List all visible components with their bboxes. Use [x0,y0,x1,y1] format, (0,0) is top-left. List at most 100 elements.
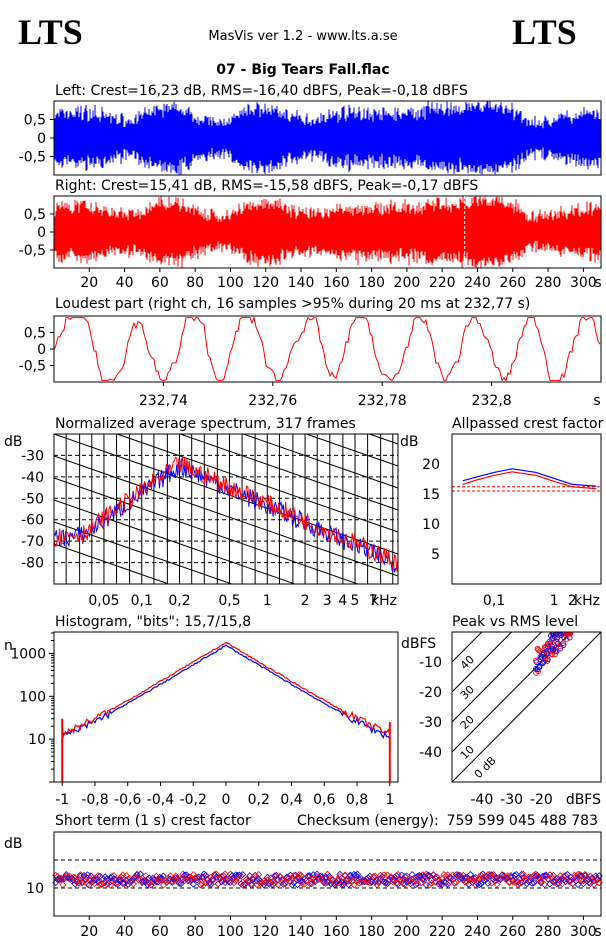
short-crest-left-point [480,876,489,884]
peak-rms-ylabel: dBFS [401,636,436,652]
short-crest-left-point [563,870,572,879]
short-crest-left-point [530,878,538,887]
app-title: MasVis ver 1.2 - www.lts.a.se [208,29,397,44]
loudest-part-plot [50,315,602,386]
spectrum-frame [53,433,399,585]
short-crest-right-point [186,877,194,885]
waveform-left-title: Left: Crest=16,23 dB, RMS=-16,40 dBFS, P… [55,83,468,99]
short-crest-left-point [219,872,227,880]
waveform-xtick-label: 120 [252,275,279,291]
peak-rms-xtick-label: -20 [530,792,553,808]
short-crest-right-point [129,880,137,888]
short-crest-left-point [170,875,178,883]
short-crest-right-point [426,881,434,889]
short-crest-right-point [355,879,363,887]
loudest-part-line [53,315,601,382]
short-crest-right-point [304,873,312,881]
short-crest-right-point [108,876,116,884]
short-crest-right-point [565,878,573,886]
lts-logo-left: LTS [18,12,83,52]
loudest-ytick-label: 0 [37,342,46,358]
peak-rms-point [541,658,548,665]
short-crest-right-point [205,880,213,888]
short-crest-left-point [463,874,471,882]
short-crest-left-point [189,880,197,888]
short-crest-left-point [136,870,145,878]
histogram-xtick-label: 0,8 [346,792,368,808]
short-crest-right-point [450,879,459,887]
histogram-xtick-label: 0,2 [248,792,270,808]
short-crest-ytick-label: 10 [26,881,44,897]
short-crest-left-point [581,871,589,880]
peak-rms-point [556,632,563,637]
short-crest-right-point [466,875,474,884]
spectrum-xtick-label: 1 [263,593,272,609]
short-crest-right-point [138,879,146,887]
short-crest-right-point [101,877,109,885]
short-crest-right-point [292,875,300,883]
short-crest-xtick-label: 160 [323,924,350,940]
short-crest-left-point [53,875,62,883]
short-crest-left-point [182,871,190,879]
crest-ytick-label: 5 [431,547,440,563]
short-crest-right-point [398,876,406,884]
waveform-xtick-label: 200 [394,275,421,291]
short-crest-left-point [269,880,277,889]
short-crest-right-point [322,879,330,887]
short-crest-left-point [211,871,219,879]
short-crest-right-point [493,880,501,888]
crest-xtick-unit: kHz [574,593,600,609]
waveform-xtick-label: 80 [186,275,204,291]
short-crest-right-point [433,873,441,881]
short-crest-right-point [412,877,420,885]
histogram-xtick-label: 0 [222,792,231,808]
short-crest-left-point [578,872,586,880]
waveform-left-waveform [53,101,601,175]
short-crest-left-point [396,875,404,884]
short-crest-left-point [288,881,296,889]
short-crest-left-point [156,873,164,881]
peak-rms-point [561,634,567,641]
short-crest-right-point [239,881,247,889]
short-crest-left-point [119,879,127,887]
short-crest-xtick-label: 300 [570,924,597,940]
spectrum-slope-line [54,521,234,584]
crest-xtick-label: 1 [550,593,559,609]
short-crest-right-point [112,879,120,887]
short-crest-left-point [477,880,485,888]
waveform-left-ytick-label: -0,5 [19,150,46,166]
short-crest-left-point [76,872,85,880]
short-crest-left-point [78,878,86,886]
short-crest-right-point [297,871,305,879]
crest-left-line [462,468,597,487]
short-crest-right-point [248,880,256,888]
short-crest-left-point [323,878,332,886]
short-crest-right-point [578,877,586,885]
short-crest-right-point [94,872,102,880]
waveform-xtick-unit: s [594,275,601,291]
loudest-xtick-label: 232,76 [248,393,297,409]
histogram-xtick-label: -0,8 [81,792,108,808]
spectrum-inner [54,434,398,584]
short-crest-right-point [135,876,143,884]
peak-rms-point [553,648,560,655]
short-crest-left-point [438,880,446,888]
short-crest-left-point [297,877,305,885]
peak-rms-point [561,632,567,637]
short-crest-left-point [228,872,236,880]
short-crest-left-point [352,871,360,879]
spectrum-slope-line [115,434,398,533]
peak-rms-ytick-label: -20 [419,685,442,701]
crest-right-line [462,471,597,490]
short-crest-right-point [459,871,467,879]
short-crest-left-point [401,872,409,881]
short-crest-right-point [221,870,229,878]
short-crest-right-point [249,873,257,881]
crest-ylabel: dB [400,434,419,450]
spectrum-xtick-label: 0,1 [131,593,153,609]
histogram-xtick-label: -1 [55,792,69,808]
short-crest-right-point [525,873,533,881]
short-crest-right-point [382,879,390,888]
loudest-xtick-label: 232,8 [472,393,512,409]
short-crest-left-point [551,876,559,884]
